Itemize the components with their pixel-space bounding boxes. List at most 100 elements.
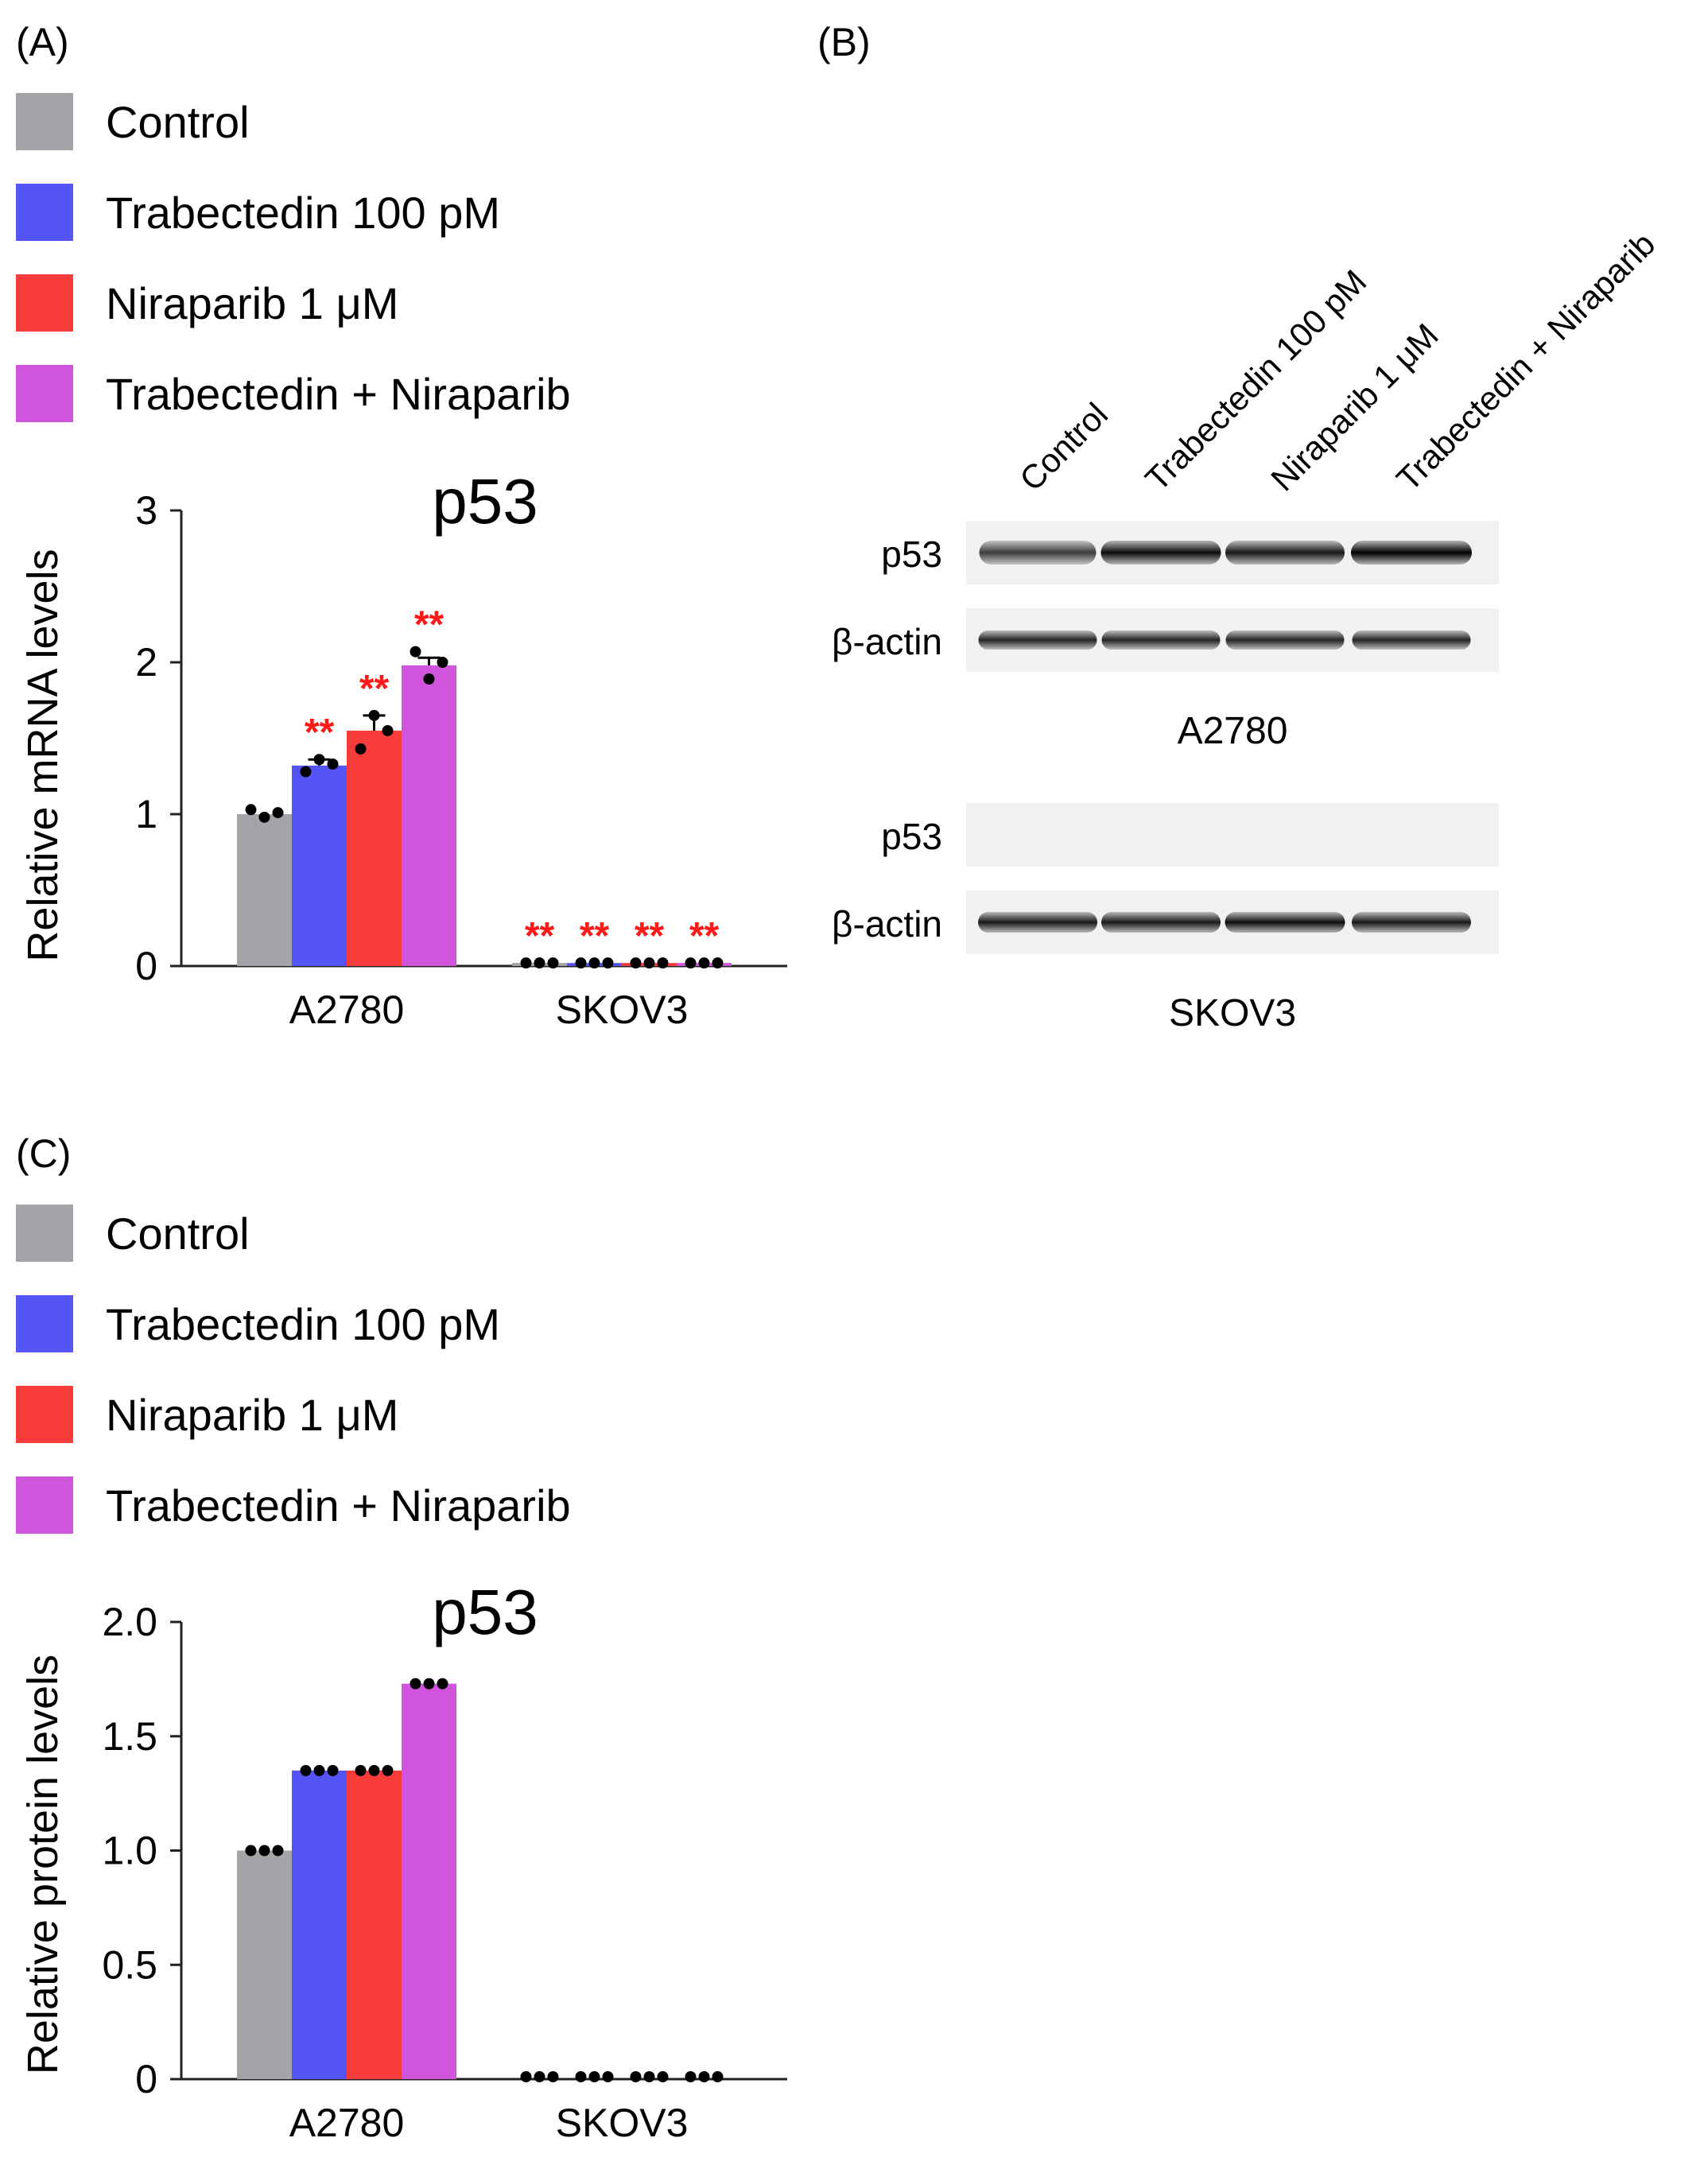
data-point (547, 2071, 559, 2082)
legend-label-trabectedin: Trabectedin 100 pM (106, 188, 500, 238)
panel-a-label: (A) (16, 20, 69, 64)
data-point (410, 1678, 421, 1690)
significance-marker: ** (414, 604, 444, 646)
data-point (657, 957, 669, 969)
data-point (272, 1845, 284, 1857)
blot-band (1225, 912, 1345, 933)
panel-b-label: (B) (817, 20, 871, 64)
data-point (368, 1764, 380, 1776)
bar-a2780-control (237, 814, 292, 966)
y-tick-label: 3 (135, 488, 157, 533)
bar-a2780-control (237, 1850, 292, 2079)
data-point (520, 2071, 532, 2082)
legend-swatch-control (16, 1205, 73, 1262)
blot-cell-line-label: A2780 (1178, 710, 1288, 752)
lane-label-combo: Trabectedin + Niraparib (1389, 225, 1662, 498)
y-tick-label: 1.0 (102, 1829, 157, 1873)
chart-title: p53 (432, 466, 538, 537)
blot-band (1225, 541, 1345, 565)
lane-label-trabectedin: Trabectedin 100 pM (1138, 262, 1373, 498)
data-point (588, 957, 600, 969)
data-point (643, 2071, 655, 2082)
data-point (698, 957, 710, 969)
y-tick-label: 2.0 (102, 1600, 157, 1644)
legend-swatch-niraparib (16, 1386, 73, 1443)
data-point (327, 758, 339, 770)
blot-band (1351, 541, 1472, 565)
data-point (382, 724, 394, 736)
data-point (423, 1678, 435, 1690)
data-point (602, 957, 614, 969)
significance-marker: ** (580, 915, 610, 957)
data-point (245, 804, 257, 816)
chart-mrna: p53 Relative mRNA levels 0 1 2 3 A2780 ** ** **… (19, 466, 787, 1032)
data-point (437, 657, 448, 668)
data-point (423, 673, 435, 685)
legend-swatch-niraparib (16, 274, 73, 332)
y-tick-label: 0 (135, 2057, 157, 2101)
bar-a2780-trabectedin-100-pm (292, 1770, 347, 2079)
chart-protein: p53 Relative protein levels 0 0.5 1.0 1.5 2.… (19, 1577, 787, 2145)
data-point (698, 2071, 710, 2082)
y-tick-label: 0.5 (102, 1942, 157, 1987)
blot-row-label-beta-actin: β-actin (832, 903, 942, 945)
data-point (520, 957, 532, 969)
data-point (657, 2071, 669, 2082)
data-point (258, 811, 270, 823)
data-point (534, 2071, 545, 2082)
data-point (368, 709, 380, 721)
lane-label-control: Control (1012, 395, 1115, 498)
legend-label-niraparib: Niraparib 1 μM (106, 278, 398, 328)
blot-row-label-p53: p53 (881, 533, 942, 575)
bar-a2780-trabectedin-niraparib (402, 1683, 456, 2079)
blot-band (979, 541, 1097, 565)
data-point (313, 1764, 325, 1776)
data-point (685, 2071, 697, 2082)
legend-swatch-combo (16, 1476, 73, 1534)
data-point (313, 754, 325, 766)
data-point (575, 2071, 587, 2082)
y-tick-label: 2 (135, 640, 157, 685)
data-point (272, 807, 284, 819)
data-point (437, 1678, 448, 1690)
bar-a2780-trabectedin-niraparib (402, 665, 456, 966)
significance-marker: ** (525, 915, 555, 957)
significance-marker: ** (305, 712, 335, 754)
data-point (630, 2071, 642, 2082)
data-point (588, 2071, 600, 2082)
bar-a2780-trabectedin-100-pm (292, 765, 347, 966)
blot-membrane (966, 803, 1499, 867)
data-point (547, 957, 559, 969)
data-point (534, 957, 545, 969)
x-tick-label: A2780 (289, 987, 405, 1032)
panel-c-label: (C) (16, 1131, 71, 1176)
significance-marker: ** (359, 668, 390, 710)
bar-a2780-niraparib-1-m (347, 1770, 402, 2079)
significance-marker: ** (635, 915, 665, 957)
blot-band (1352, 912, 1471, 933)
data-point (327, 1764, 339, 1776)
data-point (245, 1845, 257, 1857)
lane-labels: Control Trabectedin 100 pM Niraparib 1 μ… (1012, 225, 1662, 498)
legend-swatch-control (16, 93, 73, 150)
data-point (300, 1764, 312, 1776)
legend-swatch-trabectedin (16, 1295, 73, 1352)
data-point (575, 957, 587, 969)
significance-marker: ** (689, 915, 720, 957)
bar-a2780-niraparib-1-m (347, 730, 402, 966)
legend-label-control: Control (106, 97, 250, 147)
legend-swatch-trabectedin (16, 184, 73, 241)
legend-label-control: Control (106, 1209, 250, 1259)
data-point (712, 2071, 724, 2082)
blot-band (1352, 630, 1471, 650)
data-point (602, 2071, 614, 2082)
data-point (382, 1764, 394, 1776)
data-point (258, 1845, 270, 1857)
legend-a: Control Trabectedin 100 pM Niraparib 1 μ… (16, 93, 571, 422)
blot-band (1101, 912, 1221, 933)
western-blot: Control Trabectedin 100 pM Niraparib 1 μ… (832, 225, 1662, 1034)
blot-row-label-beta-actin: β-actin (832, 621, 942, 662)
legend-label-trabectedin: Trabectedin 100 pM (106, 1299, 500, 1349)
blot-band (978, 630, 1097, 650)
